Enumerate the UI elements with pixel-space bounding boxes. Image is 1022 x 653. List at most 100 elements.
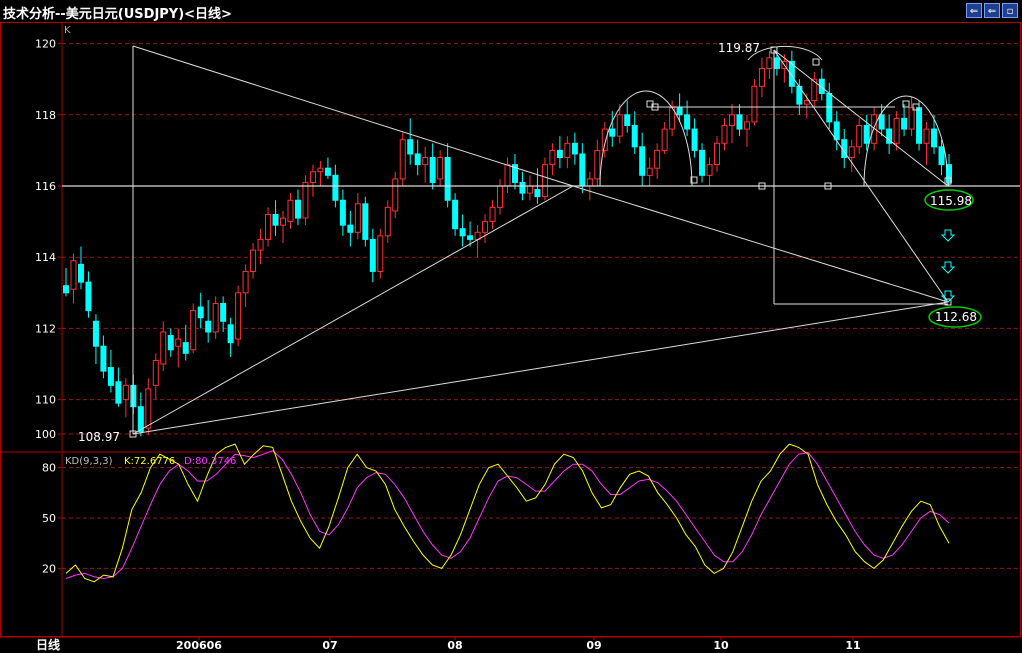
candlestick bbox=[152, 353, 159, 400]
low-price-label: 108.97 bbox=[78, 430, 120, 444]
x-tick-label: 200606 bbox=[176, 639, 222, 652]
candlestick bbox=[317, 161, 324, 186]
candlestick bbox=[444, 143, 451, 208]
candle-body bbox=[564, 142, 571, 159]
candlestick bbox=[377, 228, 384, 279]
candlestick bbox=[250, 242, 257, 279]
anchor-point-marker bbox=[944, 177, 952, 185]
candle-body bbox=[931, 128, 938, 148]
candlestick bbox=[392, 171, 399, 219]
restore-button[interactable]: ▫ bbox=[1002, 3, 1018, 18]
candle-body bbox=[541, 164, 548, 198]
candle-body bbox=[152, 359, 159, 386]
anchor-point-marker bbox=[651, 103, 659, 111]
forward-button[interactable]: ⇐ bbox=[984, 3, 1000, 18]
candle-body bbox=[631, 124, 638, 148]
kd-k-value: K:72.6776 bbox=[124, 456, 175, 467]
candlestick bbox=[160, 321, 167, 372]
candle-body bbox=[137, 406, 144, 433]
candlestick bbox=[833, 111, 840, 151]
candlestick bbox=[526, 175, 533, 201]
candlestick bbox=[429, 143, 436, 190]
candle-body bbox=[354, 203, 361, 233]
candlestick bbox=[85, 271, 92, 318]
candle-body bbox=[182, 342, 189, 354]
candle-body bbox=[833, 121, 840, 141]
candle-body bbox=[369, 238, 376, 272]
candle-body bbox=[107, 367, 114, 386]
candlestick bbox=[923, 121, 930, 165]
target-price-label-2: 112.68 bbox=[935, 310, 977, 324]
candlestick bbox=[878, 104, 885, 137]
candle-body bbox=[77, 263, 84, 283]
candlestick bbox=[399, 132, 406, 186]
neckline-projection bbox=[773, 49, 949, 187]
price-tick-label: 118 bbox=[35, 109, 56, 122]
candle-body bbox=[549, 149, 556, 166]
candlestick bbox=[354, 193, 361, 240]
candlestick bbox=[624, 100, 631, 133]
candlestick bbox=[309, 164, 316, 197]
candle-body bbox=[661, 128, 668, 151]
candlestick bbox=[616, 104, 623, 144]
candle-body bbox=[691, 128, 698, 151]
candle-body bbox=[497, 185, 504, 208]
price-tick-label: 120 bbox=[35, 38, 56, 51]
candlestick bbox=[511, 153, 518, 190]
down-arrow-icon bbox=[940, 261, 956, 274]
candle-body bbox=[167, 335, 174, 351]
candlestick bbox=[721, 118, 728, 151]
candlestick bbox=[137, 392, 144, 437]
target-price-label-1: 115.98 bbox=[930, 194, 972, 208]
candlestick bbox=[609, 111, 616, 147]
candle-body bbox=[294, 199, 301, 219]
candle-body bbox=[714, 142, 721, 166]
candle-body bbox=[444, 157, 451, 201]
candlestick bbox=[205, 299, 212, 343]
candle-body bbox=[609, 128, 616, 137]
candle-body bbox=[743, 121, 750, 130]
candle-body bbox=[579, 153, 586, 187]
candle-body bbox=[788, 60, 795, 87]
candle-body bbox=[758, 68, 765, 87]
candle-body bbox=[938, 146, 945, 166]
candle-body bbox=[212, 302, 219, 333]
price-tick-label: 112 bbox=[35, 322, 56, 335]
candle-body bbox=[848, 146, 855, 159]
down-arrow-icon bbox=[940, 229, 956, 242]
ascending-trendline bbox=[132, 185, 574, 435]
candle-body bbox=[235, 292, 242, 340]
candle-body bbox=[893, 117, 900, 144]
candle-body bbox=[504, 164, 511, 187]
candlestick bbox=[886, 114, 893, 154]
candlestick bbox=[257, 228, 264, 265]
candle-body bbox=[616, 114, 623, 137]
candlestick bbox=[287, 193, 294, 229]
candle-body bbox=[556, 149, 563, 159]
candle-body bbox=[519, 181, 526, 194]
candle-body bbox=[459, 228, 466, 237]
candlestick bbox=[594, 139, 601, 186]
candlestick bbox=[407, 118, 414, 165]
candle-body bbox=[706, 164, 713, 176]
candle-body bbox=[811, 78, 818, 102]
kd-name-label: KD(9,3,3) bbox=[65, 456, 113, 467]
candlestick bbox=[556, 136, 563, 169]
candlestick bbox=[265, 207, 272, 247]
period-label[interactable]: 日线 bbox=[36, 637, 60, 652]
candlestick bbox=[676, 93, 683, 122]
candlestick bbox=[92, 314, 99, 364]
candle-body bbox=[122, 384, 129, 401]
candlestick bbox=[564, 136, 571, 169]
candlestick bbox=[863, 114, 870, 151]
long-ascending-line bbox=[132, 301, 949, 435]
candlestick bbox=[758, 57, 765, 97]
candle-body bbox=[347, 224, 354, 233]
left-shoulder-arc bbox=[599, 90, 693, 187]
candlestick bbox=[437, 150, 444, 186]
candle-body bbox=[856, 124, 863, 148]
candle-body bbox=[63, 285, 69, 294]
anchor-point-marker bbox=[758, 182, 766, 190]
candle-body bbox=[721, 124, 728, 144]
back-button[interactable]: ⇐ bbox=[966, 3, 982, 18]
